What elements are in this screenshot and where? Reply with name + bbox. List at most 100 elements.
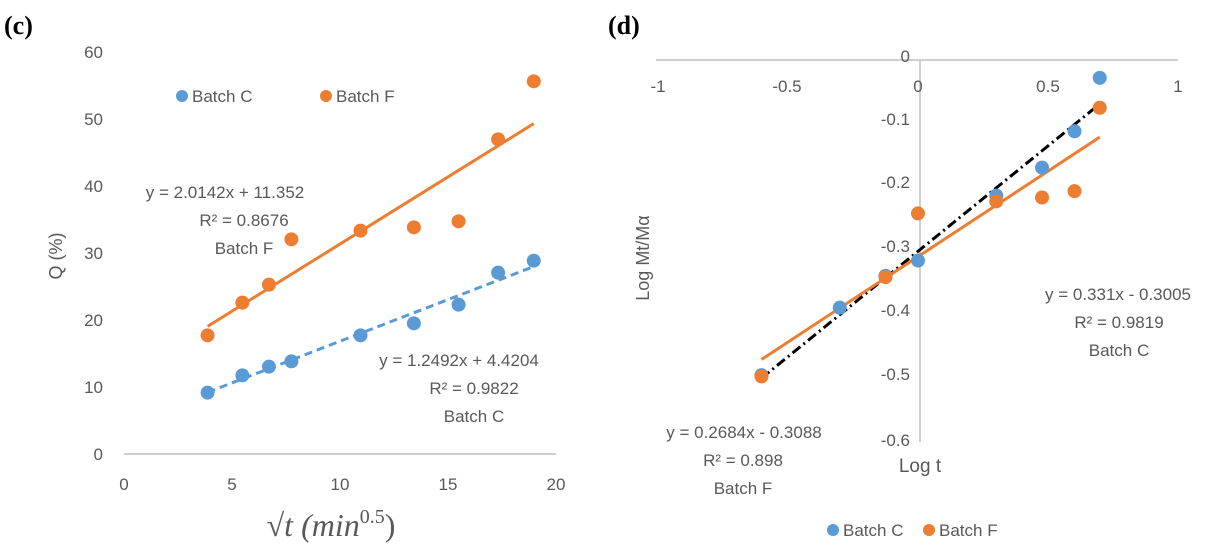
y-axis-title-d: Log Mt/Mα: [633, 215, 653, 300]
y-tick-label: 0: [901, 47, 910, 66]
batch-label: Batch F: [215, 239, 274, 258]
legend-d: Batch C Batch F: [827, 521, 998, 540]
data-points-c: [200, 74, 541, 400]
x-tick-label: -0.5: [772, 77, 801, 96]
equation-label: y = 1.2492x + 4.4204: [379, 351, 539, 370]
x-tick-label: 1: [1173, 77, 1182, 96]
y-tick-labels-c: 0 10 20 30 40 50 60: [84, 43, 103, 464]
y-tick-label: 40: [84, 177, 103, 196]
panel-label-d: (d): [608, 11, 640, 40]
r-squared-label: R² = 0.8676: [199, 211, 288, 230]
data-point-batch-f: [261, 277, 276, 292]
y-tick-label: 60: [84, 43, 103, 62]
y-tick-label: 20: [84, 311, 103, 330]
x-tick-label: 0.5: [1036, 77, 1060, 96]
data-point-batch-f: [491, 132, 506, 147]
data-point-batch-f: [1035, 190, 1050, 205]
data-point-batch-f: [200, 328, 215, 343]
data-point-batch-c: [406, 316, 421, 331]
annotation-batch-f-d: y = 0.2684x - 0.3088 R² = 0.898 Batch F: [666, 423, 821, 498]
trendline-batch-c-c: [207, 265, 535, 394]
equation-label: y = 0.2684x - 0.3088: [666, 423, 821, 442]
chart-c: (c) 0 10 20 30 40 50 60 0 5 10 15 20 Q (…: [4, 11, 565, 543]
x-tick-label: -1: [650, 77, 665, 96]
r-squared-label: R² = 0.898: [703, 451, 783, 470]
x-tick-label: 5: [227, 475, 236, 494]
data-point-batch-c: [526, 253, 541, 268]
data-point-batch-c: [1067, 124, 1082, 139]
y-tick-label: -0.1: [881, 110, 910, 129]
batch-label: Batch F: [714, 479, 773, 498]
trendline-batch-f-c: [206, 122, 535, 328]
y-tick-label: -0.3: [881, 237, 910, 256]
r-squared-label: R² = 0.9822: [429, 379, 518, 398]
data-point-batch-f: [1092, 100, 1107, 115]
y-tick-label: 30: [84, 244, 103, 263]
y-tick-label: 0: [94, 445, 103, 464]
data-point-batch-f: [878, 270, 893, 285]
trendline-batch-c-d: [760, 102, 1101, 380]
r-squared-label: R² = 0.9819: [1074, 313, 1163, 332]
chart-d: (d) -1 -0.5 0 0.5 1 0 -0.1 -0.2 -0.3 -0.…: [608, 11, 1191, 540]
legend-label-batch-f: Batch F: [336, 87, 395, 106]
y-tick-label: -0.6: [881, 431, 910, 450]
x-tick-label: 10: [331, 475, 350, 494]
legend-marker-batch-f: [923, 524, 935, 536]
annotation-batch-c-d: y = 0.331x - 0.3005 R² = 0.9819 Batch C: [1045, 285, 1191, 360]
y-tick-labels-d: 0 -0.1 -0.2 -0.3 -0.4 -0.5 -0.6: [881, 47, 910, 450]
data-point-batch-c: [284, 354, 299, 369]
data-point-batch-f: [526, 74, 541, 89]
data-point-batch-f: [235, 295, 250, 310]
data-point-batch-c: [1092, 70, 1107, 85]
x-tick-label: 0: [913, 77, 922, 96]
data-point-batch-c: [832, 300, 847, 315]
trendline-batch-f-d: [760, 135, 1101, 361]
annotation-batch-c-c: y = 1.2492x + 4.4204 R² = 0.9822 Batch C: [379, 351, 539, 426]
y-tick-label: -0.2: [881, 173, 910, 192]
x-tick-label: 15: [439, 475, 458, 494]
y-tick-label: 10: [84, 378, 103, 397]
legend-marker-batch-c: [827, 524, 839, 536]
x-tick-labels-d: -1 -0.5 0 0.5 1: [650, 77, 1182, 96]
data-point-batch-c: [1035, 160, 1050, 175]
y-tick-label: -0.5: [881, 365, 910, 384]
data-point-batch-f: [451, 214, 466, 229]
y-tick-label: 50: [84, 110, 103, 129]
x-tick-labels-c: 0 5 10 15 20: [119, 475, 565, 494]
data-point-batch-f: [1067, 184, 1082, 199]
data-point-batch-f: [911, 206, 925, 221]
x-tick-label: 20: [547, 475, 566, 494]
data-point-batch-c: [911, 253, 925, 268]
legend-label-batch-f: Batch F: [939, 521, 998, 540]
data-point-batch-c: [491, 265, 506, 280]
annotation-batch-f-c: y = 2.0142x + 11.352 R² = 0.8676 Batch F: [146, 183, 304, 258]
legend-marker-batch-f: [320, 90, 332, 102]
data-point-batch-c: [261, 359, 276, 374]
batch-label: Batch C: [1089, 341, 1149, 360]
data-point-batch-c: [235, 368, 250, 383]
data-point-batch-c: [353, 328, 368, 343]
data-point-batch-c: [200, 385, 215, 400]
data-point-batch-c: [451, 297, 466, 312]
legend-label-batch-c: Batch C: [192, 87, 252, 106]
data-point-batch-f: [989, 194, 1004, 209]
legend-c: Batch C Batch F: [176, 87, 395, 106]
data-points-d: [754, 70, 1107, 384]
data-point-batch-f: [353, 223, 368, 238]
x-tick-label: 0: [119, 475, 128, 494]
data-point-batch-f: [406, 220, 421, 235]
legend-label-batch-c: Batch C: [843, 521, 903, 540]
x-axis-title-c: √t (min0.5): [267, 506, 396, 543]
trendlines-d: [760, 102, 1101, 380]
batch-label: Batch C: [444, 407, 504, 426]
trendlines-c: [206, 122, 535, 394]
equation-label: y = 2.0142x + 11.352: [146, 183, 304, 202]
x-axis-title-d: Log t: [899, 456, 942, 477]
data-point-batch-f: [284, 232, 299, 247]
y-axis-title-c: Q (%): [46, 233, 66, 280]
data-point-batch-f: [754, 369, 769, 384]
panel-label-c: (c): [4, 11, 33, 40]
equation-label: y = 0.331x - 0.3005: [1045, 285, 1191, 304]
legend-marker-batch-c: [176, 90, 188, 102]
